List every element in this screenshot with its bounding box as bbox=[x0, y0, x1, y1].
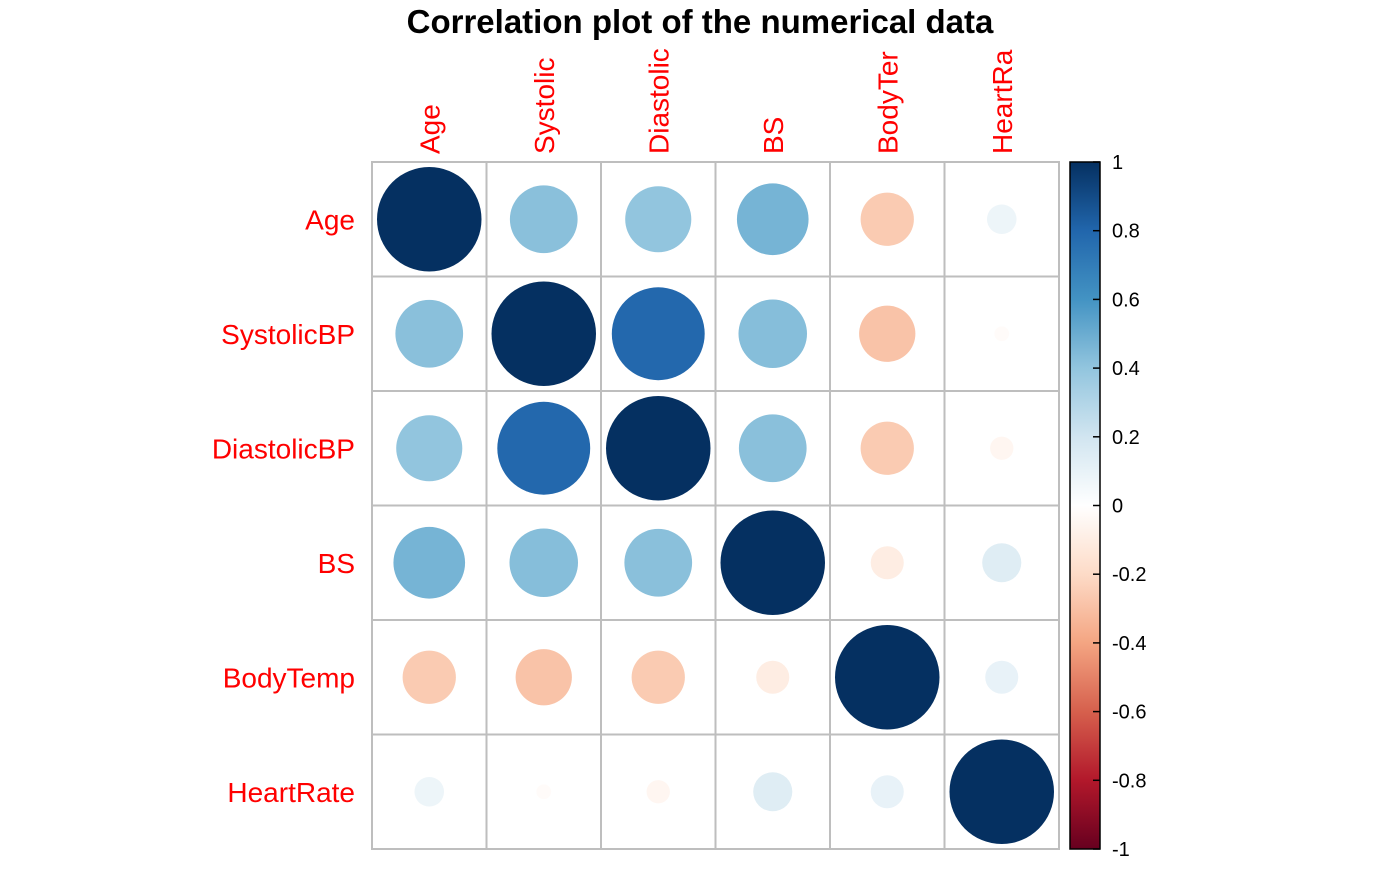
correlation-circle bbox=[646, 780, 670, 804]
chart-title: Correlation plot of the numerical data bbox=[407, 3, 994, 40]
correlation-circle bbox=[982, 543, 1022, 583]
colorbar-tick-label: -0.2 bbox=[1112, 564, 1146, 586]
color-legend: 1 0.8 0.6 0.4 0.2 0 -0.2 -0.4 -0.6 -0.8 -1 bbox=[1069, 152, 1146, 861]
colorbar-tick-label: 0.4 bbox=[1112, 358, 1140, 380]
correlation-circle bbox=[631, 650, 685, 704]
correlation-circle bbox=[625, 186, 692, 253]
correlation-circle bbox=[509, 528, 579, 598]
correlation-circle bbox=[753, 772, 793, 812]
row-label: BodyTemp bbox=[223, 662, 355, 693]
correlation-circle bbox=[860, 192, 914, 246]
correlation-circle bbox=[994, 326, 1010, 342]
column-label: Diastolic bbox=[643, 48, 674, 154]
row-label: DiastolicBP bbox=[212, 433, 355, 464]
correlation-circle bbox=[738, 299, 808, 369]
colorbar-tick-label: 1 bbox=[1112, 152, 1123, 174]
column-label: Age bbox=[414, 104, 445, 154]
correlation-circle bbox=[990, 436, 1014, 460]
correlation-circle bbox=[509, 185, 578, 254]
correlation-circle bbox=[985, 660, 1019, 694]
row-labels: Age SystolicBP DiastolicBP BS BodyTemp HeartR… bbox=[212, 204, 355, 808]
row-label: BS bbox=[318, 548, 355, 579]
colorbar-tick-label: -0.8 bbox=[1112, 770, 1146, 792]
row-label: HeartRate bbox=[227, 777, 355, 808]
correlation-circle bbox=[393, 526, 466, 599]
correlation-circle bbox=[396, 415, 463, 482]
correlation-circle bbox=[377, 167, 482, 272]
column-labels: Age Systolic Diastolic BS BodyTer HeartRa bbox=[414, 48, 1018, 154]
correlation-circle bbox=[402, 650, 456, 704]
colorbar-tick-label: -0.6 bbox=[1112, 702, 1146, 724]
column-label: HeartRa bbox=[987, 49, 1018, 154]
correlation-circle bbox=[738, 414, 807, 483]
correlation-circle bbox=[859, 305, 916, 362]
correlation-marks bbox=[377, 167, 1054, 844]
colorbar-tick-label: 0.6 bbox=[1112, 289, 1140, 311]
colorbar-tick-label: -1 bbox=[1112, 839, 1130, 861]
column-label: BS bbox=[758, 117, 789, 154]
correlation-circle bbox=[835, 625, 940, 730]
colorbar-tick-label: 0 bbox=[1112, 496, 1123, 518]
correlation-circle bbox=[491, 281, 596, 386]
correlation-circle bbox=[736, 183, 809, 256]
correlation-circle bbox=[515, 649, 572, 706]
colorbar-tick-label: -0.4 bbox=[1112, 633, 1146, 655]
correlation-circle bbox=[870, 546, 904, 580]
correlation-circle bbox=[611, 287, 705, 381]
correlation-circle bbox=[949, 739, 1054, 844]
column-label: BodyTer bbox=[872, 51, 903, 154]
row-label: SystolicBP bbox=[221, 319, 355, 350]
row-label: Age bbox=[305, 204, 355, 235]
correlation-circle bbox=[497, 401, 591, 495]
correlation-circle bbox=[606, 396, 711, 501]
colorbar-tick-label: 0.8 bbox=[1112, 221, 1140, 243]
correlation-circle bbox=[536, 784, 552, 800]
correlation-circle bbox=[395, 299, 464, 368]
correlation-circle bbox=[624, 528, 693, 597]
colorbar-tick-label: 0.2 bbox=[1112, 427, 1140, 449]
correlation-circle bbox=[414, 776, 445, 807]
correlation-circle bbox=[720, 510, 825, 615]
correlation-circle bbox=[870, 775, 904, 809]
correlation-circle bbox=[860, 421, 914, 475]
column-label: Systolic bbox=[529, 58, 560, 154]
correlation-circle bbox=[986, 204, 1017, 235]
correlation-circle bbox=[756, 660, 790, 694]
correlation-grid bbox=[371, 161, 1060, 850]
